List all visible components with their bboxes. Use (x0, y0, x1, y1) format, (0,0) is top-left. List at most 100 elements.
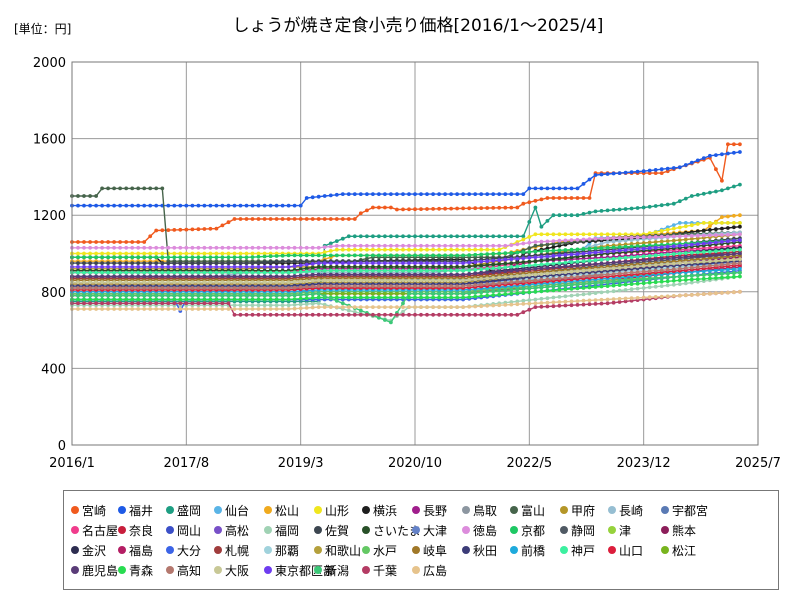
data-point (689, 260, 694, 265)
data-point (605, 236, 610, 241)
data-point (443, 265, 447, 269)
data-point (358, 253, 363, 258)
data-point (605, 284, 610, 288)
data-point (569, 247, 574, 252)
data-point (377, 253, 381, 258)
data-point (250, 286, 255, 290)
data-point (683, 163, 688, 167)
data-point (623, 238, 628, 243)
data-point (280, 203, 285, 208)
data-point (557, 256, 562, 261)
data-point (238, 261, 243, 265)
data-point (268, 254, 273, 259)
data-point (232, 245, 237, 250)
data-point (671, 278, 676, 283)
data-point (527, 240, 532, 245)
data-point (575, 269, 580, 274)
data-point (389, 272, 393, 277)
data-point (395, 272, 399, 277)
data-point (485, 276, 490, 281)
data-point (395, 261, 399, 265)
data-point (238, 203, 243, 208)
data-point (557, 276, 562, 281)
data-point (738, 232, 742, 237)
data-point (118, 286, 122, 290)
data-point (226, 274, 231, 279)
series-6 (70, 221, 742, 256)
data-point (88, 261, 92, 265)
data-point (208, 261, 213, 265)
data-point (461, 243, 465, 248)
data-point (268, 286, 273, 290)
data-point (280, 274, 285, 279)
data-point (653, 204, 658, 208)
data-point (485, 270, 490, 275)
data-point (431, 234, 435, 239)
data-point (322, 284, 327, 288)
data-point (539, 296, 544, 301)
data-point (611, 208, 616, 212)
data-point (455, 234, 459, 239)
data-point (304, 245, 309, 250)
data-point (401, 247, 405, 252)
data-point (557, 232, 562, 237)
data-point (352, 265, 357, 269)
data-point (569, 238, 574, 243)
data-point (112, 245, 116, 250)
data-point (160, 255, 165, 260)
data-point (732, 221, 736, 225)
data-point (346, 261, 351, 265)
data-point (665, 202, 670, 207)
data-point (738, 182, 742, 187)
data-point (461, 284, 465, 288)
data-point (437, 265, 441, 269)
data-point (569, 264, 574, 268)
data-point (106, 186, 110, 191)
data-point (509, 268, 514, 273)
data-point (738, 150, 742, 154)
data-point (467, 253, 472, 257)
data-point (714, 221, 718, 225)
data-point (118, 261, 122, 265)
data-point (214, 203, 219, 208)
data-point (617, 207, 622, 212)
data-point (455, 295, 459, 300)
data-point (178, 251, 183, 256)
data-point (551, 288, 556, 293)
data-point (695, 222, 700, 226)
data-point (112, 203, 116, 208)
data-point (533, 278, 538, 283)
data-point (629, 206, 634, 211)
data-point (407, 284, 411, 288)
data-point (551, 295, 556, 300)
data-point (226, 245, 231, 250)
data-point (726, 214, 730, 219)
data-point (124, 297, 129, 302)
data-point (653, 263, 658, 267)
data-point (401, 243, 405, 248)
data-point (419, 265, 423, 269)
data-point (449, 265, 453, 269)
data-point (551, 196, 556, 200)
data-point (497, 269, 502, 274)
data-point (365, 278, 369, 283)
data-point (154, 228, 159, 233)
data-point (154, 251, 159, 256)
data-point (443, 192, 447, 197)
data-point (352, 253, 357, 258)
data-point (521, 237, 526, 242)
data-point (208, 203, 213, 208)
data-point (485, 192, 490, 197)
data-point (623, 232, 628, 237)
data-point (593, 246, 598, 251)
data-point (485, 206, 490, 210)
data-point (346, 284, 351, 288)
data-point (346, 234, 351, 239)
data-point (232, 297, 237, 302)
data-point (473, 260, 478, 264)
data-point (244, 303, 249, 308)
data-point (172, 286, 177, 290)
data-point (491, 266, 496, 271)
data-point (509, 243, 514, 248)
data-point (467, 268, 472, 273)
